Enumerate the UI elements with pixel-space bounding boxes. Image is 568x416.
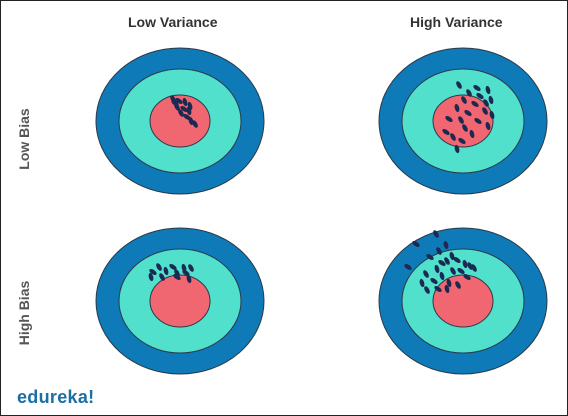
hit-mark — [462, 259, 468, 269]
hit-mark — [156, 263, 162, 271]
hit-mark — [454, 103, 460, 113]
hit-mark — [169, 263, 177, 271]
hit-mark — [446, 278, 452, 288]
edureka-logo: edureka! — [17, 387, 95, 407]
column-title-low-variance: Low Variance — [128, 14, 218, 30]
hit-mark — [430, 277, 438, 285]
hit-mark — [175, 97, 183, 105]
hit-mark — [457, 267, 465, 275]
hit-mark — [439, 271, 445, 281]
hit-mark — [188, 264, 194, 272]
hit-mark — [455, 281, 461, 289]
hit-mark — [419, 278, 425, 288]
hit-mark — [471, 264, 477, 272]
column-title-high-variance: High Variance — [410, 14, 503, 30]
hit-mark — [464, 109, 472, 117]
bullseye — [149, 274, 211, 328]
hit-mark — [436, 247, 442, 255]
hit-mark — [449, 251, 455, 261]
hit-mark — [443, 240, 449, 250]
hit-mark — [469, 129, 475, 139]
hit-mark — [444, 257, 450, 265]
hit-mark — [149, 268, 157, 276]
hit-mark — [412, 240, 420, 248]
hit-mark — [180, 105, 188, 113]
hit-mark — [188, 116, 194, 126]
hit-mark — [423, 270, 429, 278]
hit-mark — [186, 274, 192, 284]
target-low-bias-low-variance — [95, 47, 265, 195]
target-high-bias-low-variance — [95, 227, 265, 375]
hit-mark — [476, 92, 484, 100]
hit-mark — [489, 110, 495, 120]
hit-mark — [426, 253, 434, 261]
hit-mark — [178, 109, 184, 117]
hit-mark — [163, 266, 169, 276]
hit-mark — [159, 273, 165, 281]
hit-mark — [473, 84, 481, 92]
target-low-bias-high-variance — [378, 47, 548, 195]
hit-mark — [174, 269, 180, 277]
hit-mark — [485, 121, 491, 131]
hit-mark — [453, 256, 461, 264]
hit-mark — [192, 120, 198, 128]
hit-mark — [462, 124, 468, 132]
hit-mark — [173, 273, 181, 281]
target-high-bias-high-variance — [378, 227, 548, 375]
hit-mark — [424, 286, 430, 294]
hit-mark — [456, 81, 462, 89]
hit-mark — [466, 89, 472, 97]
hit-mark — [454, 144, 460, 154]
bullseye — [432, 274, 494, 328]
hit-mark — [474, 117, 482, 125]
hit-mark — [442, 128, 450, 136]
hit-mark — [485, 85, 491, 95]
hit-mark — [171, 99, 179, 107]
hit-mark — [461, 96, 467, 104]
hit-mark — [182, 269, 190, 277]
bullseye — [149, 94, 211, 148]
hit-mark — [181, 263, 187, 273]
hit-mark — [483, 99, 489, 107]
hit-mark — [450, 133, 456, 141]
hit-mark — [458, 137, 466, 145]
hit-mark — [471, 100, 479, 108]
hit-mark — [444, 284, 450, 294]
hit-mark — [467, 262, 473, 270]
hit-mark — [434, 264, 440, 274]
hit-mark — [463, 273, 471, 281]
hit-mark — [404, 263, 412, 271]
hit-mark — [148, 272, 154, 282]
hit-mark — [458, 116, 464, 124]
hit-mark — [433, 230, 439, 238]
hit-mark — [187, 101, 193, 111]
hit-mark — [488, 95, 494, 105]
hit-mark — [438, 259, 446, 267]
hit-mark — [450, 267, 456, 275]
hit-mark — [482, 107, 488, 115]
hit-mark — [434, 285, 442, 293]
hit-mark — [445, 115, 453, 123]
hit-mark — [182, 97, 188, 107]
